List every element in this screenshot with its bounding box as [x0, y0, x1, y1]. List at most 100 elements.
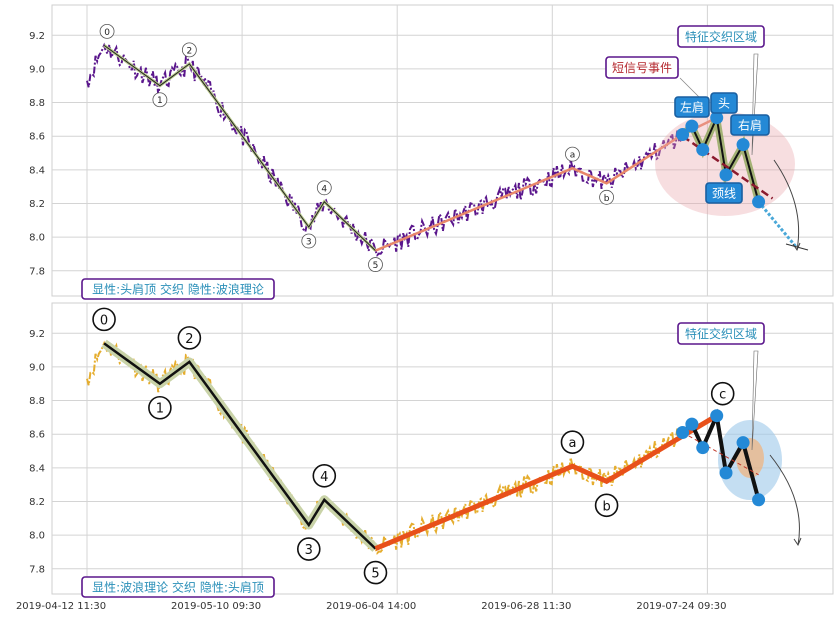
wave-label-circle	[99, 23, 115, 39]
hs-marker	[676, 426, 690, 440]
caption: 显性:头肩顶 交织 隐性:波浪理论	[81, 278, 275, 300]
wave-label-text: 4	[321, 184, 327, 194]
price-line	[86, 42, 682, 257]
neckline	[682, 432, 759, 476]
plot-area	[51, 302, 834, 595]
wave-label-text: 3	[305, 543, 313, 558]
caption: 显性:波浪理论 交织 隐性:头肩顶	[81, 576, 275, 598]
y-tick-label: 9.2	[29, 329, 45, 340]
hs-marker	[685, 119, 699, 133]
head-label-box	[710, 92, 738, 114]
right-shoulder-label-box	[730, 114, 770, 136]
y-tick-label: 8.6	[29, 430, 45, 441]
y-tick-label: 8.2	[29, 497, 45, 508]
hs-marker	[696, 143, 710, 157]
wave-label-circle	[710, 381, 735, 406]
y-tick-label: 9.0	[29, 64, 45, 75]
short-signal-label-text: 短信号事件	[612, 61, 672, 75]
wave-label-circle	[301, 233, 317, 249]
hs-marker	[685, 417, 699, 431]
hs-marker	[736, 436, 750, 450]
wave-label-circle	[152, 92, 168, 108]
wave-label-circle	[594, 493, 619, 518]
y-tick-label: 7.8	[29, 564, 45, 575]
wave-line-impulse	[103, 342, 377, 550]
wave-label-circle	[363, 560, 388, 585]
feature-zone-pointer	[751, 350, 759, 451]
wave-label-text: a	[568, 436, 576, 451]
left-shoulder-label: 左肩	[674, 96, 710, 118]
hs-marker	[676, 128, 690, 142]
feature-zone-label-box	[677, 25, 765, 48]
wave-label-text: 1	[157, 96, 163, 106]
y-tick-label: 9.2	[29, 31, 45, 42]
hs-marker	[736, 138, 750, 152]
bottom-panel: 7.8 8.0 8.2 8.4 8.6 8.8 9.0 9.2 0 1 2 3 4 5 a b c 特征交织区域显…	[29, 302, 834, 598]
short-signal-label: 短信号事件	[605, 56, 679, 79]
wave-label-text: 3	[306, 238, 312, 248]
arrow-head	[793, 537, 802, 547]
wave-label-text: 5	[371, 567, 379, 582]
wave-label-circle	[92, 307, 116, 332]
x-tick-label: 2019-05-10 09:30	[171, 601, 261, 612]
wave-label-text: 0	[104, 28, 110, 38]
y-tick-label: 8.0	[29, 233, 45, 244]
wave-label-circle	[148, 395, 172, 420]
left-shoulder-label-box	[674, 96, 710, 118]
wave-label-circle	[565, 146, 580, 162]
short-signal-label-box	[605, 56, 679, 79]
wave-label-text: 2	[186, 46, 192, 56]
wave-label-text: b	[604, 194, 610, 204]
top-panel: 7.8 8.0 8.2 8.4 8.6 8.8 9.0 9.2 0 1 2 3 4 5 a b 特征交织区域短信…	[29, 4, 834, 300]
wave-label-circle	[316, 180, 332, 196]
wave-label-circle	[177, 326, 202, 350]
hs-marker	[752, 195, 766, 209]
y-tick-label: 8.8	[29, 396, 45, 407]
wave-label-circle	[312, 464, 337, 488]
x-tick-label: 2019-06-28 11:30	[481, 601, 571, 612]
left-shoulder-label-text: 左肩	[680, 100, 704, 115]
feature-zone-label-box	[677, 322, 765, 345]
wave-label-text: b	[602, 499, 610, 514]
neckline-label-text: 颈线	[712, 187, 736, 201]
arrow-head	[792, 242, 801, 252]
price-line	[86, 340, 682, 555]
wave-line-correction	[374, 413, 718, 551]
wave-label-circle	[368, 257, 383, 272]
head-label: 头	[710, 92, 738, 114]
arrow-curve	[769, 454, 800, 546]
feature-zone-label: 特征交织区域	[677, 322, 765, 345]
neckline-label-box	[705, 182, 743, 204]
feature-zone-label-text: 特征交织区域	[685, 326, 757, 341]
wave-label-circle	[181, 42, 197, 58]
y-tick-label: 8.8	[29, 98, 45, 109]
caption-box	[81, 278, 275, 300]
wave-label-circle	[599, 189, 614, 205]
y-tick-label: 8.0	[29, 531, 45, 542]
hs-marker	[719, 168, 733, 182]
wave-label-text: 5	[373, 261, 379, 271]
feature-zone-label-text: 特征交织区域	[685, 29, 757, 44]
x-tick-label: 2019-06-04 14:00	[326, 601, 416, 612]
wave-label-text: 0	[100, 313, 108, 328]
caption-box	[81, 576, 275, 598]
hs-marker	[710, 111, 724, 125]
hs-marker	[752, 493, 766, 507]
wave-label-circle	[560, 430, 585, 454]
hs-marker	[696, 441, 710, 455]
neckline-label: 颈线	[705, 182, 743, 204]
x-axis: 2019-04-12 11:30 2019-05-10 09:30 2019-06-…	[16, 601, 727, 612]
y-tick-label: 9.0	[29, 362, 45, 373]
y-tick-label: 8.4	[29, 165, 45, 176]
wave-label-text: 1	[156, 402, 164, 417]
wave-label-text: c	[719, 388, 726, 403]
wave-label-text: 4	[320, 470, 328, 485]
breakdown-line	[757, 200, 799, 249]
y-tick-label: 8.2	[29, 199, 45, 210]
y-tick-label: 7.8	[29, 266, 45, 277]
wave-label-text: a	[570, 151, 576, 161]
wave-line-impulse	[103, 44, 376, 251]
x-tick-label: 2019-04-12 11:30	[16, 601, 106, 612]
wave-label-text: 2	[185, 332, 193, 347]
